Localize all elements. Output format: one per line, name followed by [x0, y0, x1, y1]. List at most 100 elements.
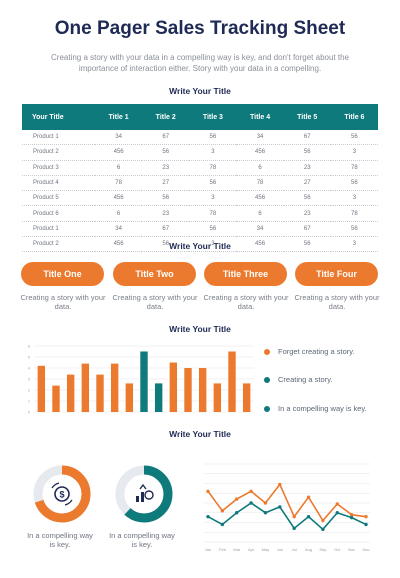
pill-description: Creating a story with your data. — [20, 293, 106, 311]
table-cell: 56 — [330, 175, 378, 192]
series-point — [220, 509, 225, 513]
x-tick-label: Aug — [305, 547, 312, 552]
bar — [110, 363, 119, 412]
table-cell: 456 — [95, 144, 143, 161]
table-cell: 56 — [189, 221, 237, 238]
pill-description: Creating a story with your data. — [203, 293, 289, 311]
table-cell: 3 — [189, 236, 237, 253]
x-tick-label: Jun — [277, 547, 283, 552]
table-cell: 6 — [95, 205, 143, 222]
page-subtitle: Creating a story with your data in a com… — [51, 53, 349, 73]
table-header-cell: Title 3 — [189, 104, 237, 130]
section-title-table: Write Your Title — [169, 86, 231, 96]
x-tick-label: Dec — [362, 547, 369, 552]
bar — [52, 385, 60, 412]
table-cell: Product 1 — [22, 221, 95, 238]
dollar-coin-icon: $ — [51, 482, 73, 506]
bar — [154, 383, 163, 412]
x-tick-label: Jul — [292, 547, 297, 552]
table-row: Product 2 456 56 3 456 56 3 — [22, 144, 378, 161]
table-cell: 6 — [236, 160, 284, 176]
series-point — [278, 505, 282, 509]
legend-dot-icon — [264, 376, 270, 383]
table-cell: Product 1 — [22, 130, 95, 146]
table-cell: 56 — [142, 190, 190, 207]
series-point — [349, 513, 354, 517]
series-point — [235, 511, 239, 515]
table-header-cell: Title 2 — [142, 104, 190, 130]
table-cell: 67 — [283, 221, 331, 238]
bar — [125, 383, 134, 412]
table-cell: 67 — [142, 130, 190, 146]
table-row: Product 5 456 56 3 456 56 3 — [22, 190, 378, 207]
sales-table: Your Title Title 1 Title 2 Title 3 Title… — [22, 104, 378, 253]
bar — [140, 351, 148, 412]
table-header-cell: Your Title — [22, 104, 95, 130]
table-cell: 456 — [236, 144, 284, 161]
series-point — [349, 515, 354, 520]
table-cell: Product 4 — [22, 175, 95, 192]
section-title-donuts: Write Your Title — [169, 429, 231, 439]
table-cell: 34 — [236, 221, 284, 238]
table-cell: 3 — [189, 190, 237, 207]
table-cell: 67 — [142, 221, 190, 238]
bar — [228, 351, 236, 412]
table-cell: 78 — [189, 205, 237, 222]
table-cell: 27 — [142, 175, 190, 192]
table-cell: 456 — [236, 236, 284, 253]
pill-title-four[interactable]: Title Four — [295, 262, 378, 286]
bar — [198, 368, 207, 412]
x-tick-label: Feb — [219, 547, 227, 552]
donut-caption: In a compelling way is key. — [109, 531, 175, 549]
table-row: Product 2 456 56 3 456 56 3 — [22, 236, 378, 253]
table-row: Product 4 78 27 56 78 27 56 — [22, 175, 378, 192]
series-point — [306, 495, 311, 499]
x-tick-label: Mar — [233, 547, 241, 552]
table-cell: Product 2 — [22, 144, 95, 161]
series-line — [207, 482, 367, 522]
series-point — [364, 522, 368, 527]
table-cell: 78 — [236, 175, 284, 192]
bar — [96, 374, 104, 412]
series-point — [306, 514, 311, 519]
table-cell: 23 — [283, 205, 331, 222]
table-cell: 78 — [95, 175, 143, 192]
table-cell: 23 — [283, 160, 331, 176]
legend-label: Creating a story. — [278, 375, 333, 384]
table-cell: 56 — [330, 221, 378, 238]
x-tick-label: Jan — [205, 547, 211, 552]
y-tick-label: 0 — [28, 411, 30, 415]
series-point — [263, 511, 268, 515]
table-cell: 78 — [330, 205, 378, 222]
table-cell: 3 — [189, 144, 237, 161]
table-cell: Product 5 — [22, 190, 95, 207]
table-cell: 34 — [95, 130, 143, 146]
pill-title-one[interactable]: Title One — [21, 262, 104, 286]
legend-dot-icon — [264, 348, 270, 355]
y-tick-label: 1 — [28, 400, 30, 404]
legend-item: Forget creating a story. — [264, 347, 355, 356]
series-point — [206, 489, 210, 493]
bar — [242, 383, 251, 412]
donut-progress — [115, 465, 173, 523]
table-row: Product 1 34 67 56 34 67 56 — [22, 221, 378, 238]
pill-title-two[interactable]: Title Two — [113, 262, 196, 286]
donut-progress — [33, 465, 91, 523]
series-point — [263, 501, 268, 505]
table-cell: 56 — [283, 144, 331, 161]
table-header-row: Your Title Title 1 Title 2 Title 3 Title… — [22, 104, 378, 130]
series-point — [206, 514, 210, 519]
y-tick-label: 4 — [28, 367, 30, 371]
y-tick-label: 6 — [28, 345, 30, 349]
pill-title-three[interactable]: Title Three — [204, 262, 287, 286]
legend-item: Creating a story. — [264, 375, 332, 384]
table-cell: 3 — [330, 236, 378, 253]
section-title-pills: Write Your Title — [169, 241, 231, 251]
table-row: Product 3 6 23 78 6 23 78 — [22, 160, 378, 176]
svg-text:$: $ — [59, 490, 64, 500]
line-chart: Jan Feb Mar Apr May Jun Jul Aug Sep Oct Nov Dec — [204, 463, 370, 552]
series-point — [321, 527, 325, 532]
table-cell: 456 — [95, 190, 143, 207]
x-tick-label: Oct — [334, 547, 341, 552]
bar — [66, 374, 75, 412]
